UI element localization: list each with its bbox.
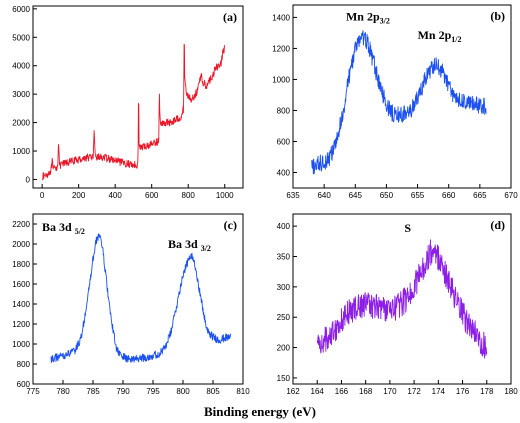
panel-d-x-tick-label: 168 (359, 387, 373, 396)
panel-c-y-tick-label: 2200 (12, 220, 30, 229)
shared-x-axis-label: Binding energy (eV) (204, 404, 316, 419)
panel-d-y-tick-label: 200 (277, 344, 291, 353)
panel-b-series-line (311, 30, 487, 175)
panel-b-x-tick-label: 665 (473, 191, 487, 200)
panel-a-plot-frame (32, 5, 244, 189)
panel-b-y-tick-label: 1200 (272, 44, 290, 53)
panel-c-y-tick-label: 600 (17, 380, 31, 389)
panel-c-x-tick-label: 790 (116, 387, 130, 396)
panel-d-y-tick-label: 300 (277, 283, 291, 292)
panel-c-x-tick-label: 805 (206, 387, 220, 396)
panel-c-plot-frame (32, 213, 244, 385)
panel-a-y-tick-label: 2000 (12, 119, 30, 128)
panel-a-x-tick-label: 200 (72, 191, 86, 200)
panel-b-x-tick-label: 655 (411, 191, 425, 200)
panel-d-x-tick-label: 174 (432, 387, 446, 396)
panel-c-y-tick-label: 1600 (12, 280, 30, 289)
panel-c-ba3d-spectrum: 775 780 785 790 795 800 805 810 600 800 1000 1200 14… (12, 213, 250, 396)
panel-a-y-tick-label: 1000 (12, 147, 30, 156)
panel-b-label: (b) (490, 9, 505, 23)
panel-d-x-tick-label: 166 (335, 387, 349, 396)
panel-b-x-tick-label: 635 (286, 191, 300, 200)
panel-c-y-tick-label: 1400 (12, 300, 30, 309)
panel-c-y-tick-label: 800 (17, 360, 31, 369)
panel-c-x-tick-label: 810 (236, 387, 250, 396)
panel-b-peak-annotation: Mn 2p3/2 (346, 10, 390, 26)
panel-d-y-tick-label: 400 (277, 222, 291, 231)
panel-a-survey-spectrum: 0 200 400 600 800 1000 0 1000 2000 3000 4000 5000 60… (12, 5, 244, 200)
panel-d-peak-annotation: S (404, 221, 411, 235)
panel-a-x-tick-label: 1000 (216, 191, 234, 200)
panel-b-x-tick-label: 660 (442, 191, 456, 200)
panel-c-y-tick-label: 1800 (12, 260, 30, 269)
panel-d-y-tick-label: 250 (277, 313, 291, 322)
panel-d-x-tick-label: 170 (383, 387, 397, 396)
panel-c-peak-annotation: Ba 3d 5/2 (42, 220, 85, 236)
panel-c-peak-annotation: Ba 3d 3/2 (168, 237, 211, 253)
panel-a-x-tick-label: 0 (40, 191, 45, 200)
panel-c-y-tick-label: 1000 (12, 340, 30, 349)
panel-d-x-tick-label: 180 (504, 387, 518, 396)
panel-a-y-tick-label: 0 (26, 175, 31, 184)
panel-c-x-tick-label: 795 (146, 387, 160, 396)
panel-a-label: (a) (223, 10, 237, 24)
panel-d-x-tick-label: 176 (456, 387, 470, 396)
panel-a-series-line (41, 43, 226, 181)
panel-c-x-tick-label: 775 (26, 387, 40, 396)
panel-c-series-line (50, 233, 232, 363)
panel-b-y-tick-label: 1000 (272, 75, 290, 84)
panel-d-series-line (316, 239, 488, 359)
panel-b-plot-frame (292, 4, 512, 189)
panel-d-x-tick-label: 162 (286, 387, 300, 396)
panel-d-x-tick-label: 172 (407, 387, 421, 396)
panel-d-x-tick-label: 178 (480, 387, 494, 396)
panel-a-y-tick-label: 5000 (12, 33, 30, 42)
panel-a-x-tick-label: 400 (108, 191, 122, 200)
panel-b-x-tick-label: 640 (317, 191, 331, 200)
panel-b-y-tick-label: 1400 (272, 13, 290, 22)
panel-d-label: (d) (490, 218, 505, 232)
panel-c-x-tick-label: 780 (56, 387, 70, 396)
panel-d-s2p-spectrum: 162 164 166 168 170 172 174 176 178 180 150 200 250 3… (277, 213, 518, 396)
panel-c-label: (c) (224, 218, 237, 232)
panel-a-x-tick-label: 800 (182, 191, 196, 200)
panel-d-plot-frame (292, 213, 512, 385)
panel-a-y-tick-label: 3000 (12, 90, 30, 99)
panel-c-x-tick-label: 785 (86, 387, 100, 396)
panel-b-x-tick-label: 645 (349, 191, 363, 200)
panel-b-peak-annotation: Mn 2p1/2 (418, 28, 462, 44)
panel-d-y-tick-label: 350 (277, 253, 291, 262)
panel-a-y-tick-label: 4000 (12, 62, 30, 71)
panel-b-x-tick-label: 670 (504, 191, 518, 200)
panel-b-x-tick-label: 650 (380, 191, 394, 200)
panel-b-y-tick-label: 800 (277, 106, 291, 115)
panel-d-x-tick-label: 164 (311, 387, 325, 396)
panel-d-y-tick-label: 150 (277, 374, 291, 383)
panel-a-x-tick-label: 600 (145, 191, 159, 200)
panel-c-y-tick-label: 1200 (12, 320, 30, 329)
panel-c-x-tick-label: 800 (176, 387, 190, 396)
panel-b-y-tick-label: 600 (277, 137, 291, 146)
panel-b-mn2p-spectrum: 635 640 645 650 655 660 665 670 400 600 800 1000 120… (272, 4, 518, 200)
panel-c-y-tick-label: 2000 (12, 240, 30, 249)
panel-a-y-tick-label: 6000 (12, 5, 30, 14)
panel-b-y-tick-label: 400 (277, 168, 291, 177)
